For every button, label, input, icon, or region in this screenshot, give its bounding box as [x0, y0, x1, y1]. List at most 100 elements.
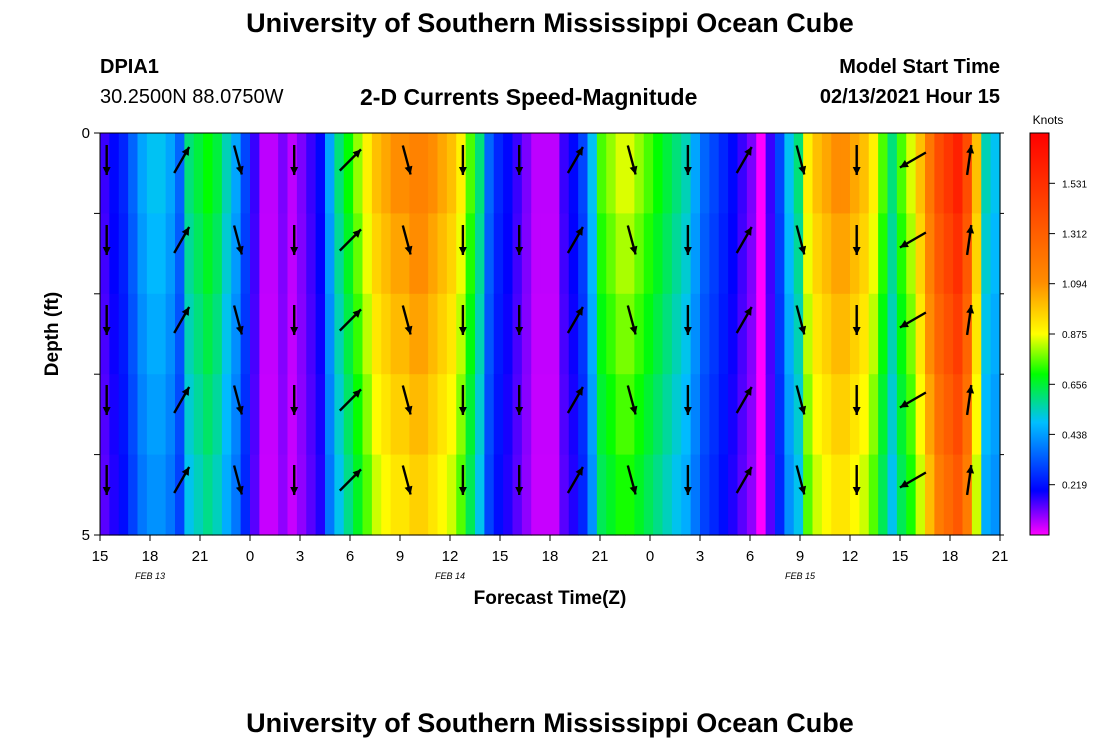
- heatmap-cell: [709, 454, 720, 536]
- current-vector-arrow: [401, 145, 413, 175]
- heatmap-cell: [606, 133, 617, 214]
- heatmap-cell: [203, 454, 214, 536]
- heatmap-cell: [878, 213, 889, 295]
- heatmap-cell: [765, 293, 776, 375]
- heatmap-cell: [990, 374, 1001, 456]
- x-tick-label: 0: [246, 548, 254, 565]
- heatmap-cell: [156, 133, 167, 214]
- current-vector-arrow: [899, 471, 927, 489]
- heatmap-cell: [362, 454, 373, 536]
- heatmap-cell: [765, 133, 776, 214]
- heatmap-cell: [334, 454, 345, 536]
- heatmap-cell: [531, 213, 542, 295]
- heatmap-cell: [296, 374, 307, 456]
- heatmap-cell: [240, 454, 251, 536]
- heatmap-cell: [137, 133, 148, 214]
- heatmap-cell: [653, 374, 664, 456]
- current-vector-arrow: [290, 385, 299, 415]
- current-vector-arrow: [232, 465, 244, 495]
- heatmap-cell: [193, 293, 204, 375]
- current-vector-arrow: [899, 391, 927, 409]
- heatmap-cell: [887, 293, 898, 375]
- heatmap-cell: [615, 454, 626, 536]
- heatmap-cell: [175, 293, 185, 375]
- heatmap-cell: [971, 293, 982, 375]
- current-vector-arrow: [795, 305, 807, 335]
- heatmap-cell: [250, 213, 260, 295]
- heatmap-cell: [906, 213, 917, 295]
- x-tick-label: 21: [592, 548, 609, 565]
- x-tick-label: 6: [746, 548, 754, 565]
- heatmap-cell: [784, 374, 795, 456]
- heatmap-cell: [156, 374, 167, 456]
- heatmap-cell: [756, 133, 767, 214]
- heatmap-cell: [690, 454, 701, 536]
- heatmap-cell: [418, 454, 429, 536]
- heatmap-cell: [465, 293, 476, 375]
- heatmap-cell: [156, 293, 167, 375]
- heatmap-cell: [718, 293, 729, 375]
- heatmap-cell: [437, 293, 448, 375]
- heatmap-cell: [484, 374, 495, 456]
- heatmap-cell: [428, 454, 439, 536]
- heatmap-cell: [203, 293, 214, 375]
- heatmap-cell: [671, 133, 682, 214]
- heatmap-cell: [165, 133, 176, 214]
- heatmap-cell: [100, 293, 110, 375]
- heatmap-cell: [400, 454, 410, 536]
- heatmap-cell: [418, 374, 429, 456]
- heatmap-cell: [812, 293, 823, 375]
- heatmap-cell: [175, 374, 185, 456]
- heatmap-cell: [400, 133, 410, 214]
- heatmap-cell: [353, 293, 364, 375]
- current-vector-arrow: [899, 231, 927, 249]
- current-vector-arrow: [458, 385, 467, 415]
- heatmap-cell: [840, 293, 851, 375]
- heatmap-cell: [446, 213, 457, 295]
- heatmap-cell: [221, 374, 232, 456]
- heatmap-cell: [662, 293, 673, 375]
- heatmap-cell: [296, 454, 307, 536]
- heatmap-cell: [203, 374, 214, 456]
- heatmap-cell: [550, 213, 560, 295]
- heatmap-cell: [587, 454, 598, 536]
- heatmap-cell: [146, 293, 157, 375]
- heatmap-cell: [821, 374, 832, 456]
- heatmap-cell: [381, 454, 392, 536]
- current-vector-arrow: [852, 385, 861, 415]
- current-vector-arrow: [683, 225, 692, 255]
- heatmap-cell: [100, 213, 110, 295]
- heatmap-cell: [953, 374, 964, 456]
- heatmap-cell: [287, 293, 298, 375]
- heatmap-cell: [737, 133, 748, 214]
- chart-canvas: 15 18 21 0 3 6 9 12 15 18 21 0 3 6 9 12 15 18 21 FEB 13 FEB …: [42, 113, 1087, 609]
- current-vector-arrow: [232, 225, 244, 255]
- colorbar-tick-label: 1.094: [1062, 280, 1087, 291]
- heatmap-cell: [821, 454, 832, 536]
- heatmap-cell: [475, 213, 485, 295]
- current-vector-arrow: [401, 225, 413, 255]
- x-tick-label: 15: [92, 548, 109, 565]
- x-tick-label: 3: [296, 548, 304, 565]
- heatmap-cell: [221, 133, 232, 214]
- heatmap-cell: [278, 374, 289, 456]
- heatmap-cell: [934, 293, 945, 375]
- heatmap-cell: [896, 213, 907, 295]
- heatmap-cell: [437, 133, 448, 214]
- heatmap-cell: [850, 454, 860, 536]
- heatmap-cell: [240, 133, 251, 214]
- heatmap-cell: [784, 293, 795, 375]
- current-vector-arrow: [852, 305, 861, 335]
- heatmap-cell: [775, 133, 785, 214]
- heatmap-cell: [756, 374, 767, 456]
- heatmap-cell: [953, 213, 964, 295]
- current-vector-arrow: [683, 465, 692, 495]
- heatmap-cell: [353, 454, 364, 536]
- heatmap-cell: [540, 374, 551, 456]
- heatmap-cell: [737, 293, 748, 375]
- heatmap-cell: [137, 293, 148, 375]
- current-vectors: [102, 144, 975, 496]
- colorbar-tick-label: 0.438: [1062, 430, 1087, 441]
- heatmap-cell: [118, 293, 129, 375]
- heatmap-cell: [325, 133, 335, 214]
